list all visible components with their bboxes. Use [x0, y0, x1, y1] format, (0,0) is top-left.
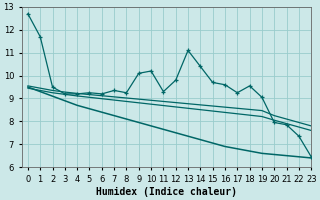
X-axis label: Humidex (Indice chaleur): Humidex (Indice chaleur)	[96, 186, 237, 197]
